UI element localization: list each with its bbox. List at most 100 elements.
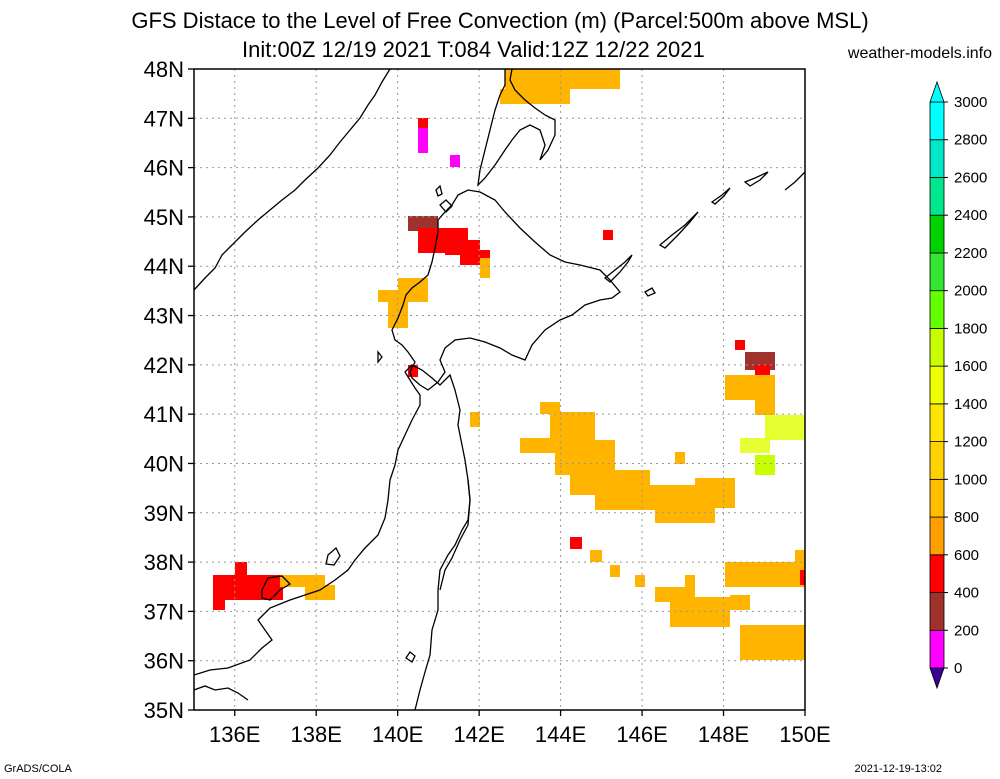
lat-tick-label: 37N (144, 599, 184, 624)
field-patch (408, 365, 418, 377)
honshu-coast (194, 364, 471, 710)
colorbar-band (929, 441, 945, 480)
field-patch (765, 415, 805, 440)
lat-tick-label: 47N (144, 106, 184, 131)
rebun-island (435, 184, 443, 197)
lon-tick-label: 144E (535, 722, 586, 747)
field-patch (450, 155, 460, 167)
asia-coast (194, 69, 391, 291)
colorbar-band (929, 516, 945, 556)
lat-tick-label: 44N (144, 254, 184, 279)
field-patch (408, 216, 438, 231)
colorbar-band (929, 478, 945, 518)
simushir-island (743, 171, 769, 187)
colorbar-label: 2200 (954, 245, 987, 262)
lon-tick-label: 142E (453, 722, 504, 747)
site-label: weather-models.info (847, 45, 992, 62)
field-patch (795, 550, 805, 565)
coastlines (194, 69, 805, 710)
field-patch (470, 412, 480, 427)
lat-tick-label: 40N (144, 451, 184, 476)
field-patch (570, 537, 582, 549)
plot-frame (193, 68, 806, 711)
lat-tick-label: 41N (144, 402, 184, 427)
lat-tick-label: 35N (144, 698, 184, 723)
lat-tick-label: 38N (144, 550, 184, 575)
colorbar-band (929, 177, 945, 216)
lat-tick-label: 39N (144, 501, 184, 526)
lat-tick-label: 43N (144, 304, 184, 329)
colorbar-label: 1200 (954, 434, 987, 451)
field-patch (735, 340, 745, 350)
sado-island (325, 546, 341, 566)
field-patch (500, 89, 570, 104)
field-patch (480, 258, 490, 278)
colorbar-label: 2400 (954, 207, 987, 224)
shikotan-island (644, 287, 656, 297)
field-patch (670, 597, 730, 627)
field-patch (610, 565, 620, 577)
colorbar-band (929, 592, 945, 631)
lon-tick-label: 148E (698, 722, 749, 747)
field-patch (725, 562, 805, 587)
field-patch (755, 395, 775, 415)
colorbar-label: 3000 (954, 94, 987, 111)
colorbar-band (929, 139, 945, 178)
colorbar-max-triangle (929, 80, 945, 103)
field-patch (305, 585, 335, 600)
field-patch (280, 575, 325, 587)
lfc-field (213, 69, 805, 660)
kunashir-island (603, 254, 633, 283)
lon-tick-label: 138E (291, 722, 342, 747)
colorbar-band (929, 365, 945, 405)
field-patch (730, 595, 750, 610)
field-patch (740, 438, 770, 453)
okushiri-island (377, 350, 383, 364)
footer-right: 2021-12-19-13:02 (854, 763, 942, 775)
colorbar-min-triangle (929, 667, 945, 690)
kuril-north-coast (784, 171, 805, 191)
field-patch (378, 290, 428, 302)
colorbar-label: 1400 (954, 396, 987, 413)
lat-tick-label: 42N (144, 353, 184, 378)
colorbar-label: 1600 (954, 358, 987, 375)
field-patch (418, 118, 428, 130)
field-patch (388, 300, 408, 328)
field-patch (695, 478, 735, 508)
field-patch (755, 455, 775, 475)
field-patch (555, 440, 615, 475)
colorbar-label: 1800 (954, 320, 987, 337)
colorbar-band (929, 214, 945, 254)
colorbar-label: 2800 (954, 132, 987, 149)
field-patch (603, 230, 613, 240)
colorbar-band (929, 403, 945, 443)
lat-tick-label: 45N (144, 205, 184, 230)
colorbar-label: 2600 (954, 169, 987, 186)
lat-tick-label: 48N (144, 57, 184, 82)
colorbar: 0 200 400 600 800 1000 1200 1400 1600 1800 2000 220… (929, 80, 987, 690)
urup-island (710, 187, 731, 205)
field-patch (740, 625, 805, 660)
field-patch (418, 128, 428, 153)
lon-tick-label: 146E (616, 722, 667, 747)
gridlines (194, 69, 805, 710)
lon-tick-label: 140E (372, 722, 423, 747)
field-patch (635, 575, 645, 587)
axis-ticks: 136E 138E 140E 142E 144E 146E 148E 150E 35N 36N 37… (144, 57, 831, 747)
field-patch (760, 655, 805, 660)
colorbar-band (929, 629, 945, 669)
colorbar-label: 200 (954, 622, 979, 639)
colorbar-band (929, 554, 945, 593)
field-patch (235, 562, 247, 576)
hokkaido-coast (391, 189, 621, 391)
colorbar-label: 0 (954, 660, 962, 677)
colorbar-band (929, 252, 945, 292)
field-patch (540, 402, 560, 414)
honshu-pacific (439, 479, 471, 591)
title-line-1: GFS Distace to the Level of Free Convect… (131, 8, 869, 33)
field-patch (213, 598, 225, 610)
colorbar-band (929, 101, 945, 141)
korea-coast (194, 685, 249, 701)
colorbar-label: 1000 (954, 471, 987, 488)
